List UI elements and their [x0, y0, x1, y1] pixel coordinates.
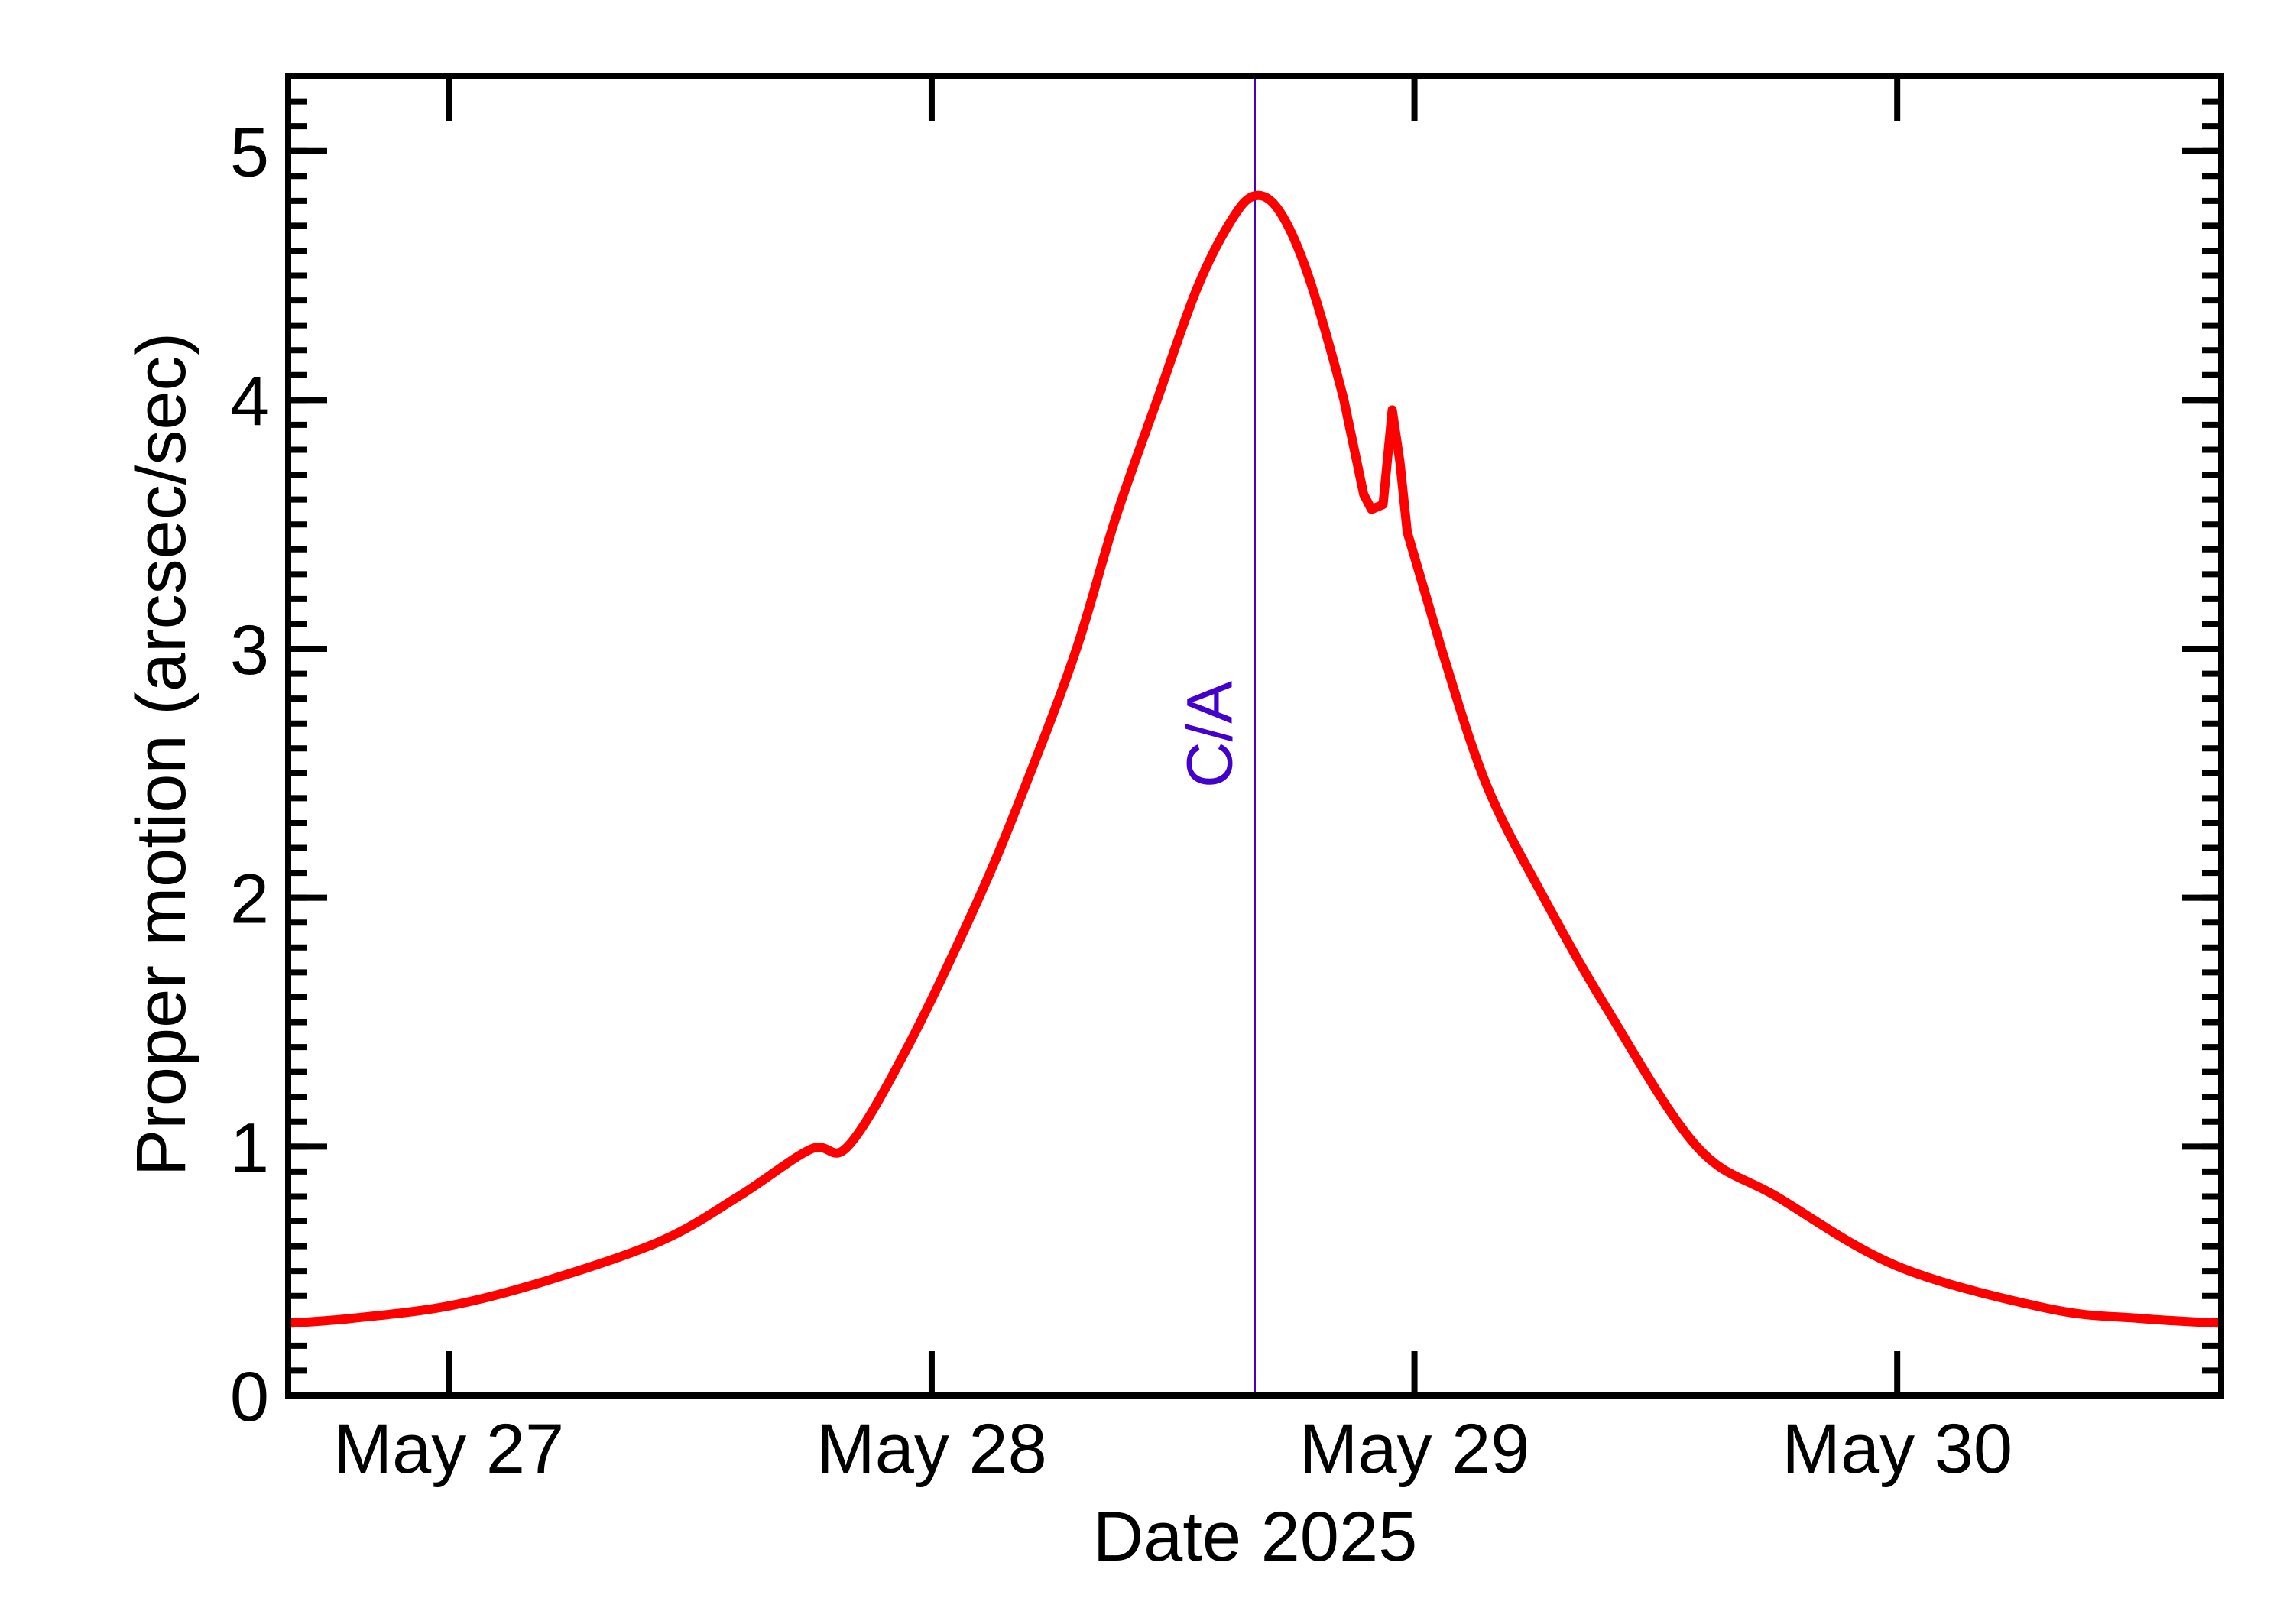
y-tick-label: 4: [230, 362, 269, 440]
x-tick-label: May 28: [816, 1410, 1047, 1488]
y-tick-label: 5: [230, 114, 269, 192]
y-tick-label: 3: [230, 611, 269, 689]
x-tick-label: May 29: [1299, 1410, 1530, 1488]
x-tick-label: May 27: [333, 1410, 564, 1488]
y-tick-labels: 0 1 2 3 4 5: [230, 114, 269, 1436]
x-axis-label: Date 2025: [1093, 1498, 1418, 1576]
y-tick-label: 2: [230, 861, 269, 938]
plot-frame: [285, 73, 2224, 1399]
x-tick-label: May 30: [1782, 1410, 2012, 1488]
proper-motion-curve: [287, 190, 2222, 1328]
y-tick-label: 0: [230, 1358, 269, 1436]
major-ticks: [288, 76, 2221, 1395]
x-tick-labels: May 27 May 28 May 29 May 30: [333, 1410, 2012, 1488]
closest-approach-label: C/A: [1174, 681, 1246, 788]
y-axis-label: Proper motion (arcsec/sec): [122, 332, 200, 1176]
y-tick-label: 1: [230, 1109, 269, 1187]
